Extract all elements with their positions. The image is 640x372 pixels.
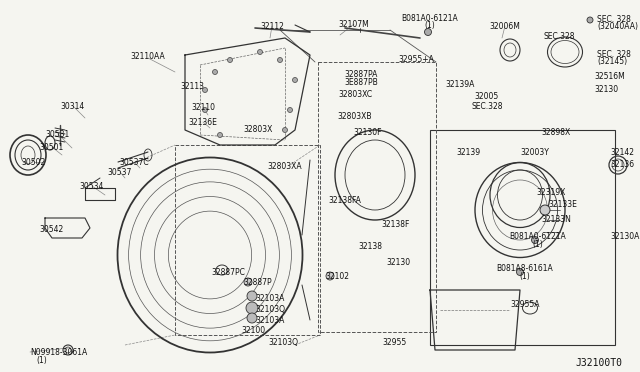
Text: 32319X: 32319X [536,188,566,197]
Ellipse shape [227,58,232,62]
Bar [430,130,615,345]
Bar [175,145,320,335]
Text: 32133E: 32133E [548,200,577,209]
Ellipse shape [516,269,524,276]
Text: N09918-3061A: N09918-3061A [30,348,87,357]
Text: (1): (1) [36,356,47,365]
Ellipse shape [212,70,218,74]
Text: 32887PA: 32887PA [344,70,378,79]
Text: 32110: 32110 [191,103,215,112]
Ellipse shape [287,108,292,112]
Text: 30531: 30531 [46,130,70,139]
Text: 32136E: 32136E [189,118,218,127]
Text: 30502: 30502 [22,158,46,167]
Text: 32139A: 32139A [445,80,475,89]
Bar [318,62,436,332]
Text: 30542: 30542 [40,225,64,234]
Text: B081A8-6161A: B081A8-6161A [497,264,554,273]
Ellipse shape [326,272,334,280]
Text: 30314: 30314 [61,102,85,111]
Text: 32955A: 32955A [510,300,540,309]
Ellipse shape [202,87,207,93]
Text: 30534: 30534 [80,182,104,191]
Text: 32955+A: 32955+A [398,55,434,64]
Text: 32100: 32100 [241,326,265,335]
Ellipse shape [540,205,550,215]
Text: SEC.328: SEC.328 [471,102,503,111]
Ellipse shape [531,237,538,244]
Text: 32103Q: 32103Q [268,338,298,347]
Text: (1): (1) [424,21,435,30]
Text: 32803X: 32803X [243,125,273,134]
Text: 32110AA: 32110AA [131,52,165,61]
Text: 32955: 32955 [383,338,407,347]
Text: 3E887PB: 3E887PB [344,78,378,87]
Text: 32113: 32113 [180,82,204,91]
Ellipse shape [247,313,257,323]
Text: 32138: 32138 [358,242,382,251]
Text: 32142: 32142 [610,148,634,157]
Ellipse shape [282,128,287,132]
Ellipse shape [246,302,258,314]
Text: (32145): (32145) [597,57,627,66]
Text: 32138FA: 32138FA [328,196,362,205]
Text: 32803XC: 32803XC [338,90,372,99]
Text: 32887P: 32887P [244,278,272,287]
Text: SEC. 328: SEC. 328 [597,15,631,24]
Ellipse shape [244,278,252,286]
Ellipse shape [257,49,262,55]
Text: B081A0-6121A: B081A0-6121A [509,232,566,241]
Text: (32040AA): (32040AA) [597,22,638,31]
Text: 32887PC: 32887PC [211,268,245,277]
Text: SEC.328: SEC.328 [543,32,575,41]
Text: 30537: 30537 [108,168,132,177]
Text: 32516M: 32516M [594,72,625,81]
Text: 32898X: 32898X [541,128,571,137]
Text: 32138F: 32138F [382,220,410,229]
Ellipse shape [587,17,593,23]
Text: 32139: 32139 [456,148,480,157]
Text: 32130: 32130 [386,258,410,267]
Text: SEC. 328: SEC. 328 [597,50,631,59]
Text: 32103A: 32103A [255,316,285,325]
Text: (1): (1) [520,272,531,281]
Text: 30537C: 30537C [119,158,149,167]
Text: 32102: 32102 [325,272,349,281]
Text: 32103A: 32103A [255,294,285,303]
Ellipse shape [292,77,298,83]
Text: (1): (1) [532,240,543,249]
Text: 32130A: 32130A [610,232,639,241]
Text: 30501: 30501 [40,143,64,152]
Ellipse shape [218,132,223,138]
Text: 32112: 32112 [260,22,284,31]
Text: 32130: 32130 [594,85,618,94]
Text: B081A0-6121A: B081A0-6121A [402,14,458,23]
Ellipse shape [424,29,431,35]
Text: 32130F: 32130F [354,128,382,137]
Text: 32803XA: 32803XA [268,162,302,171]
Text: 32107M: 32107M [339,20,369,29]
Ellipse shape [247,291,257,301]
Text: 32136: 32136 [610,160,634,169]
Text: 32005: 32005 [475,92,499,101]
Ellipse shape [202,108,207,112]
Ellipse shape [278,58,282,62]
Text: 32103Q: 32103Q [255,305,285,314]
Text: 32006M: 32006M [490,22,520,31]
Text: J32100T0: J32100T0 [575,358,622,368]
Text: 32003Y: 32003Y [520,148,549,157]
Text: 32133N: 32133N [541,215,571,224]
Text: 32803XB: 32803XB [338,112,372,121]
